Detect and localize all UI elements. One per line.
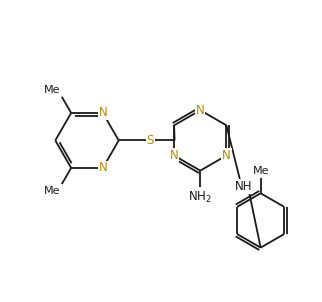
Text: Me: Me — [44, 186, 60, 196]
Text: N: N — [170, 149, 178, 162]
Text: N: N — [222, 149, 231, 162]
Text: N: N — [196, 104, 205, 117]
Text: NH: NH — [235, 180, 252, 193]
Text: NH$_2$: NH$_2$ — [188, 190, 212, 205]
Text: N: N — [99, 107, 107, 120]
Text: N: N — [99, 161, 107, 174]
Text: Me: Me — [252, 166, 269, 176]
Text: S: S — [147, 134, 154, 147]
Text: Me: Me — [44, 85, 60, 95]
